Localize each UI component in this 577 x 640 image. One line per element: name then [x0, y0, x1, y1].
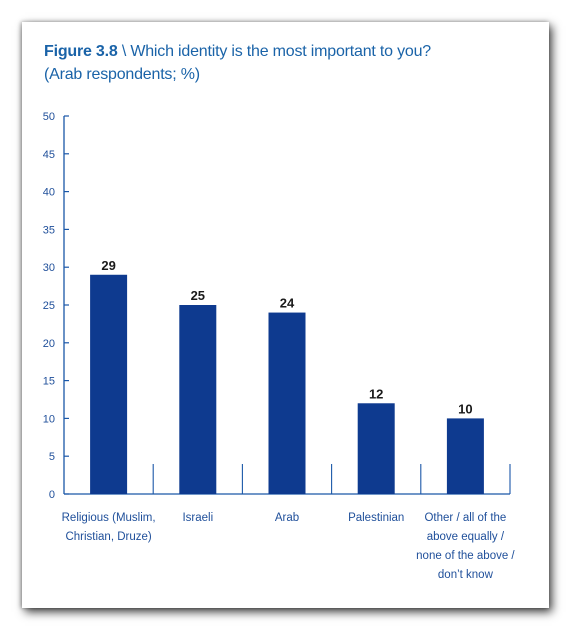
y-tick-label: 0	[49, 489, 55, 501]
title-text: \ Which identity is the most important t…	[121, 43, 432, 60]
y-tick-label: 10	[43, 413, 55, 425]
bar	[268, 312, 306, 494]
x-category-label-line: Israeli	[182, 512, 213, 524]
y-tick-label: 40	[43, 187, 55, 199]
bar-value-label: 25	[191, 288, 205, 303]
y-tick-label: 45	[43, 149, 55, 161]
x-category-label-line: Christian, Druze)	[65, 531, 151, 543]
y-tick-label: 35	[43, 224, 55, 236]
bar	[357, 403, 395, 494]
chart-title: Figure 3.8 \ Which identity is the most …	[44, 41, 431, 62]
figure-label: Figure 3.8	[44, 43, 118, 60]
x-category-label-line: Religious (Muslim,	[62, 512, 156, 524]
x-category-label-line: Arab	[275, 512, 299, 524]
bar	[179, 305, 217, 494]
x-category-label: Religious (Muslim, Christian, Druze)	[62, 512, 156, 543]
x-category-label: Arab	[275, 512, 299, 524]
y-tick-label: 50	[43, 111, 55, 123]
bar-value-label: 29	[101, 258, 115, 273]
x-category-label-line: Palestinian	[348, 512, 404, 524]
x-category-label-line: above equally /	[427, 531, 505, 543]
chart-subtitle: (Arab respondents; %)	[44, 66, 200, 83]
y-tick-label: 20	[43, 338, 55, 350]
x-category-label: Palestinian	[348, 512, 404, 524]
bar	[446, 418, 484, 494]
y-tick-label: 30	[43, 262, 55, 274]
bar-value-label: 12	[369, 386, 383, 401]
bar-value-label: 10	[458, 401, 472, 416]
x-category-label-line: don’t know	[438, 569, 494, 581]
bar	[90, 274, 128, 494]
y-tick-label: 5	[49, 451, 55, 463]
x-category-label-line: Other / all of the	[424, 512, 506, 524]
x-category-label: Israeli	[182, 512, 213, 524]
bar-value-label: 24	[280, 296, 295, 311]
x-category-label: Other / all of the above equally / none of…	[416, 512, 515, 581]
y-tick-label: 15	[43, 376, 55, 388]
x-category-label-line: none of the above /	[416, 550, 515, 562]
y-tick-label: 25	[43, 300, 55, 312]
